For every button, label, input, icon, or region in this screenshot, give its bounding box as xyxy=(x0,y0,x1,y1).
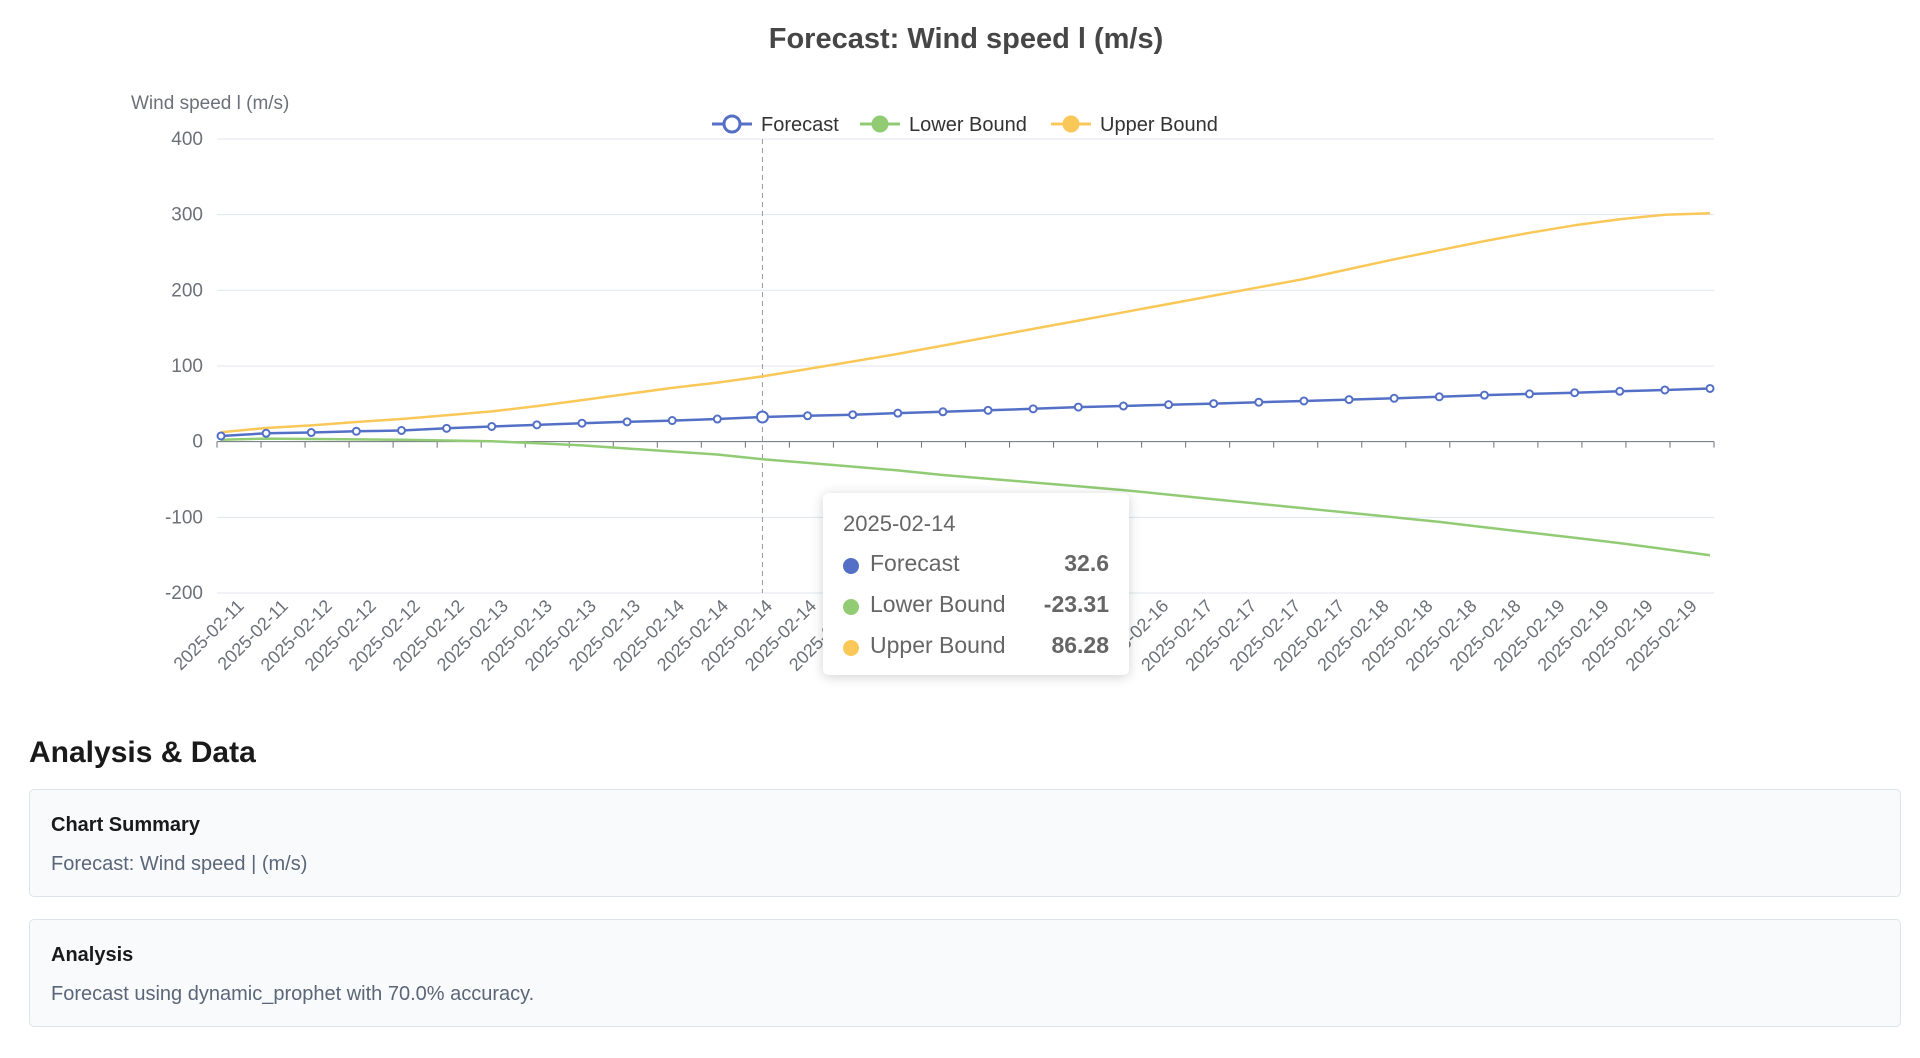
forecast-point xyxy=(532,420,542,430)
tooltip-row-lower-bound: Lower Bound -23.31 xyxy=(843,591,1109,621)
y-tick-label: 0 xyxy=(192,432,203,453)
card-title: Analysis xyxy=(51,944,134,966)
y-tick-label: -100 xyxy=(165,507,203,528)
forecast-point xyxy=(306,428,316,438)
forecast-point xyxy=(712,414,722,424)
tooltip-series-name: Lower Bound xyxy=(870,591,1006,617)
forecast-point xyxy=(1344,395,1354,405)
tooltip-series-value: 32.6 xyxy=(1064,550,1109,576)
legend-label: Forecast xyxy=(761,114,839,136)
card-body: Forecast using dynamic_prophet with 70.0… xyxy=(51,983,535,1005)
legend-item-upper-bound[interactable]: Upper Bound xyxy=(1051,114,1218,136)
forecast-point xyxy=(1705,383,1715,393)
legend-marker-icon xyxy=(722,114,742,134)
y-tick-label: 300 xyxy=(171,205,203,226)
legend-label: Upper Bound xyxy=(1100,114,1218,136)
tooltip-series-name: Upper Bound xyxy=(870,632,1006,658)
legend-label: Lower Bound xyxy=(909,114,1027,136)
y-tick-label: 200 xyxy=(171,280,203,301)
forecast-point xyxy=(216,431,226,441)
card-body: Forecast: Wind speed | (m/s) xyxy=(51,853,308,875)
tooltip-date: 2025-02-14 xyxy=(843,511,956,536)
series-lines xyxy=(216,211,1715,557)
lower-bound-line xyxy=(220,437,1711,557)
chart-title: Forecast: Wind speed l (m/s) xyxy=(769,23,1164,55)
legend-marker-icon xyxy=(1062,115,1080,133)
tooltip-row-forecast: Forecast 32.6 xyxy=(843,550,1109,580)
lower-bound-marker-dot xyxy=(843,599,859,615)
forecast-point xyxy=(1299,396,1309,406)
forecast-point xyxy=(487,421,497,431)
card-title: Chart Summary xyxy=(51,814,200,836)
y-axis-label: Wind speed l (m/s) xyxy=(131,93,289,114)
tooltip: 2025-02-14 Forecast 32.6 Lower Bound -23… xyxy=(823,493,1129,675)
forecast-point xyxy=(1615,386,1625,396)
forecast-point xyxy=(1209,399,1219,409)
forecast-point xyxy=(755,410,769,424)
analysis-heading: Analysis & Data xyxy=(29,736,256,769)
tooltip-series-value: 86.28 xyxy=(1051,632,1109,658)
forecast-point xyxy=(261,428,271,438)
forecast-point xyxy=(1525,389,1535,399)
forecast-line xyxy=(220,387,1711,438)
forecast-point xyxy=(396,425,406,435)
forecast-point xyxy=(1389,393,1399,403)
legend[interactable]: Forecast Lower Bound Upper Bound xyxy=(712,114,1218,136)
forecast-point xyxy=(983,405,993,415)
analysis-section: Analysis & Data Chart Summary Forecast: … xyxy=(29,736,1901,1049)
tooltip-series-name: Forecast xyxy=(870,550,960,576)
forecast-point xyxy=(622,417,632,427)
forecast-point xyxy=(1479,390,1489,400)
forecast-point xyxy=(1570,388,1580,398)
forecast-point xyxy=(1028,404,1038,414)
tooltip-series-value: -23.31 xyxy=(1043,591,1109,617)
analysis-card: Analysis Forecast using dynamic_prophet … xyxy=(29,919,1901,1027)
forecast-point xyxy=(1660,385,1670,395)
forecast-point xyxy=(1073,402,1083,412)
y-tick-label: 100 xyxy=(171,356,203,377)
y-tick-label: 400 xyxy=(171,129,203,150)
upper-bound-line xyxy=(220,211,1711,434)
forecast-point xyxy=(893,408,903,418)
forecast-marker-dot xyxy=(843,558,859,574)
forecast-point xyxy=(803,411,813,421)
legend-marker-icon xyxy=(871,115,889,133)
forecast-point xyxy=(667,416,677,426)
forecast-point xyxy=(442,423,452,433)
y-tick-label: -200 xyxy=(165,583,203,604)
legend-item-lower-bound[interactable]: Lower Bound xyxy=(860,114,1027,136)
forecast-point xyxy=(1118,401,1128,411)
forecast-point xyxy=(938,407,948,417)
forecast-point xyxy=(1164,400,1174,410)
forecast-point xyxy=(351,426,361,436)
forecast-point xyxy=(577,418,587,428)
forecast-point xyxy=(848,410,858,420)
forecast-chart: Forecast: Wind speed l (m/s) Wind speed … xyxy=(131,23,1715,675)
forecast-point xyxy=(1254,397,1264,407)
tooltip-row-upper-bound: Upper Bound 86.28 xyxy=(843,632,1109,662)
legend-item-forecast[interactable]: Forecast xyxy=(712,114,839,136)
chart-summary-card: Chart Summary Forecast: Wind speed | (m/… xyxy=(29,789,1901,897)
upper-bound-marker-dot xyxy=(843,640,859,656)
forecast-point xyxy=(1434,392,1444,402)
